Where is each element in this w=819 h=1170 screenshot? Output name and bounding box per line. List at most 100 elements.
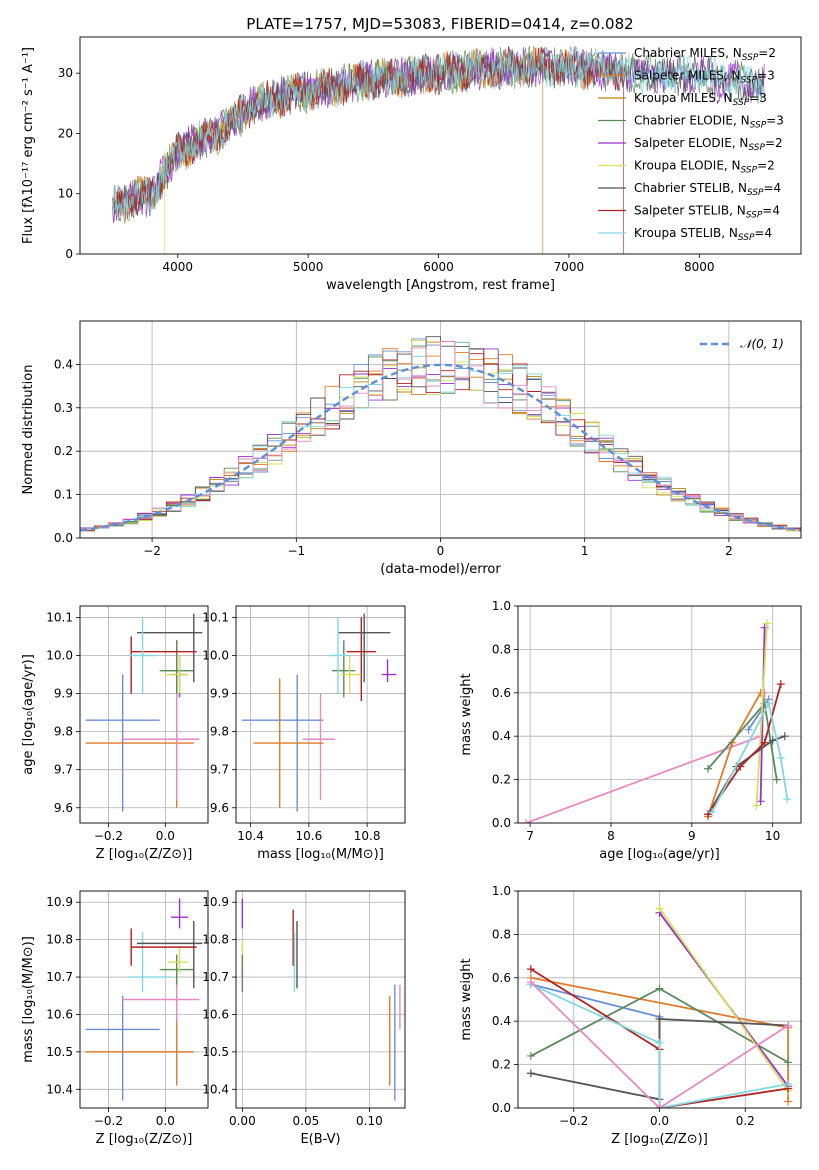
weight-vs-age-plot-area (522, 619, 792, 823)
x-tick-label: 2 (725, 544, 733, 558)
axes-frame (79, 320, 802, 539)
weight-point-marker (763, 619, 772, 628)
y-tick-label: 10.7 (46, 970, 73, 984)
weight-point-marker (760, 738, 769, 747)
legend-suffix: =2 (758, 46, 776, 60)
y-axis-label: mass weight (459, 673, 474, 755)
weight-point-marker (704, 764, 713, 773)
y-tick-label: 10.5 (202, 1045, 229, 1059)
legend-suffix: =3 (749, 91, 767, 105)
weight-point-marker (744, 725, 753, 734)
weight-point-marker (736, 762, 745, 771)
y-tick-label: 1.0 (492, 599, 511, 613)
legend-suffix: =3 (766, 114, 784, 128)
weight-series-line (530, 981, 789, 1108)
weight-point-marker (704, 810, 713, 819)
x-axis-label: E(B-V) (300, 1132, 340, 1147)
x-axis-label: Z [log₁₀(Z/Z⊙)] (96, 1132, 193, 1147)
legend-subscript: SSP (733, 98, 750, 108)
legend-suffix: =3 (757, 69, 775, 83)
weight-series-line (658, 907, 789, 1092)
age-vs-Z-plot-area (85, 613, 203, 812)
gaussian-curve (80, 363, 801, 532)
y-tick-label: 10.8 (202, 933, 229, 947)
x-tick-label: −0.2 (559, 1114, 588, 1128)
x-tick-label: 8 (607, 829, 615, 843)
mass-vs-ebv-panel: 0.00 0.05 0.10 10.4 10.5 10.6 10.7 10.8 10.9 E(B-… (202, 890, 406, 1147)
y-tick-label: 10.5 (46, 1045, 73, 1059)
weight-point-marker (776, 680, 785, 689)
x-axis-label: Z [log₁₀(Z/Z⊙)] (96, 847, 193, 862)
weight-point-marker (784, 1058, 793, 1067)
y-tick-label: 10.8 (46, 933, 73, 947)
axes-frame (235, 605, 406, 824)
legend-subscript: SSP (741, 166, 758, 176)
age-vs-Z-panel: −0.2 0.0 9.6 9.7 9.8 9.9 10.0 10.1 Z [log₁₀(Z/Z⊙… (21, 605, 209, 862)
spectrum-plot-area (112, 45, 765, 254)
legend-suffix: =4 (754, 226, 772, 240)
axes-frame (235, 890, 406, 1109)
legend-entry: Salpeter STELIB, NSSP=4 (634, 204, 780, 221)
legend-suffix: =4 (762, 204, 780, 218)
y-tick-label: 0.0 (492, 1101, 511, 1115)
x-tick-label: −0.2 (94, 1114, 123, 1128)
y-tick-label: 10.6 (46, 1007, 73, 1021)
y-tick-label: 10.6 (202, 1007, 229, 1021)
weight-point-marker (768, 736, 777, 745)
x-tick-label: −2 (143, 544, 161, 558)
weight-point-marker (655, 904, 664, 913)
y-tick-label: 0.0 (492, 816, 511, 830)
y-tick-label: 0.1 (54, 488, 73, 502)
y-tick-label: 10.7 (202, 970, 229, 984)
mass-vs-ebv-plot-area (241, 898, 401, 1101)
y-tick-label: 10.9 (202, 895, 229, 909)
legend-subscript: SSP (742, 53, 759, 63)
y-tick-label: 10.1 (202, 610, 229, 624)
legend-entry: Salpeter MILES, NSSP=3 (634, 69, 775, 86)
mass-vs-Z-plot-area (85, 898, 203, 1101)
axes-frame (79, 890, 209, 1109)
weight-point-marker (655, 1038, 664, 1047)
legend-suffix: =4 (764, 181, 782, 195)
y-tick-label: 0.4 (492, 729, 511, 743)
mass-vs-Z-panel: −0.2 0.0 10.4 10.5 10.6 10.7 10.8 10.9 Z [log₁₀(… (21, 890, 209, 1147)
y-tick-label: 10.4 (46, 1082, 73, 1096)
weight-series-line (530, 983, 789, 1108)
x-tick-label: 0.10 (356, 1114, 383, 1128)
y-tick-label: 10.9 (46, 895, 73, 909)
y-tick-label: 9.6 (210, 801, 229, 815)
y-tick-label: 0.4 (492, 1014, 511, 1028)
y-tick-label: 0.4 (54, 357, 73, 371)
spectrum-legend: Chabrier MILES, NSSP=2 Salpeter MILES, NS… (598, 46, 784, 243)
axes-frame (79, 36, 802, 255)
weight-point-marker (783, 795, 792, 804)
x-tick-label: 0 (437, 544, 445, 558)
weight-point-marker (764, 699, 773, 708)
axes-frame (517, 890, 802, 1109)
y-tick-label: 0.2 (492, 1058, 511, 1072)
weight-point-marker (772, 775, 781, 784)
x-axis-label: mass [log₁₀(M/M⊙)] (257, 847, 384, 862)
legend-suffix: =2 (757, 159, 775, 173)
x-tick-label: 0.0 (650, 1114, 669, 1128)
y-tick-label: 0 (65, 247, 73, 261)
weight-series-line (525, 692, 766, 823)
weight-point-marker (522, 819, 531, 823)
weight-point-marker (756, 797, 765, 806)
x-axis-label: age [log₁₀(age/yr)] (599, 847, 720, 862)
figure-title: PLATE=1757, MJD=53083, FIBERID=0414, z=0… (246, 15, 633, 33)
y-tick-label: 9.9 (210, 687, 229, 701)
weight-series-line (707, 701, 778, 780)
weight-point-marker (784, 1097, 793, 1106)
axes-frame (517, 605, 802, 824)
x-tick-label: 5000 (293, 260, 324, 274)
legend-subscript: SSP (750, 121, 767, 131)
x-tick-label: 7 (526, 829, 534, 843)
y-tick-label: 0.2 (54, 444, 73, 458)
weight-point-marker (526, 1051, 535, 1060)
legend-entry: Salpeter ELODIE, NSSP=2 (634, 136, 783, 153)
y-tick-label: 10.0 (46, 648, 73, 662)
x-tick-label: 6000 (423, 260, 454, 274)
y-tick-label: 1.0 (492, 884, 511, 898)
spectrum-panel: 4000 5000 6000 7000 8000 0 10 20 30 wavelength [A… (21, 36, 802, 293)
